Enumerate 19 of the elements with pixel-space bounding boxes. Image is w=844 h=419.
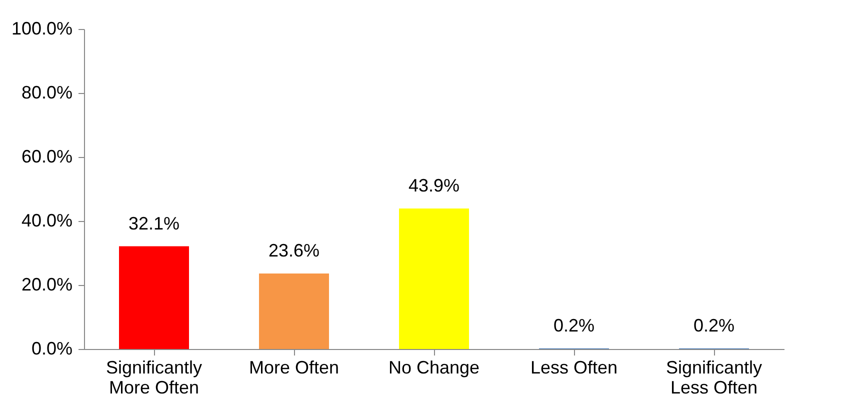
bar (259, 273, 329, 349)
x-tick-label: Significantly More Often (106, 358, 202, 398)
y-tick-label: 40.0% (21, 210, 72, 230)
data-label: 23.6% (268, 240, 320, 260)
y-tick-label: 0.0% (31, 338, 72, 358)
data-label: 0.2% (693, 315, 735, 336)
x-tick-label: More Often (248, 358, 340, 378)
data-label: 0.2% (553, 315, 595, 336)
x-tick-label: Less Often (530, 358, 618, 378)
y-tick-label: 20.0% (21, 274, 72, 294)
y-tick-label: 60.0% (21, 146, 72, 166)
data-label: 43.9% (408, 176, 460, 196)
bar (399, 208, 469, 349)
x-tick-label: No Change (388, 358, 480, 378)
x-tick-label: Significantly Less Often (666, 358, 762, 398)
bar (119, 246, 189, 349)
y-tick-label: 100.0% (11, 18, 72, 38)
data-label: 32.1% (128, 213, 180, 234)
y-tick-label: 80.0% (21, 82, 72, 102)
